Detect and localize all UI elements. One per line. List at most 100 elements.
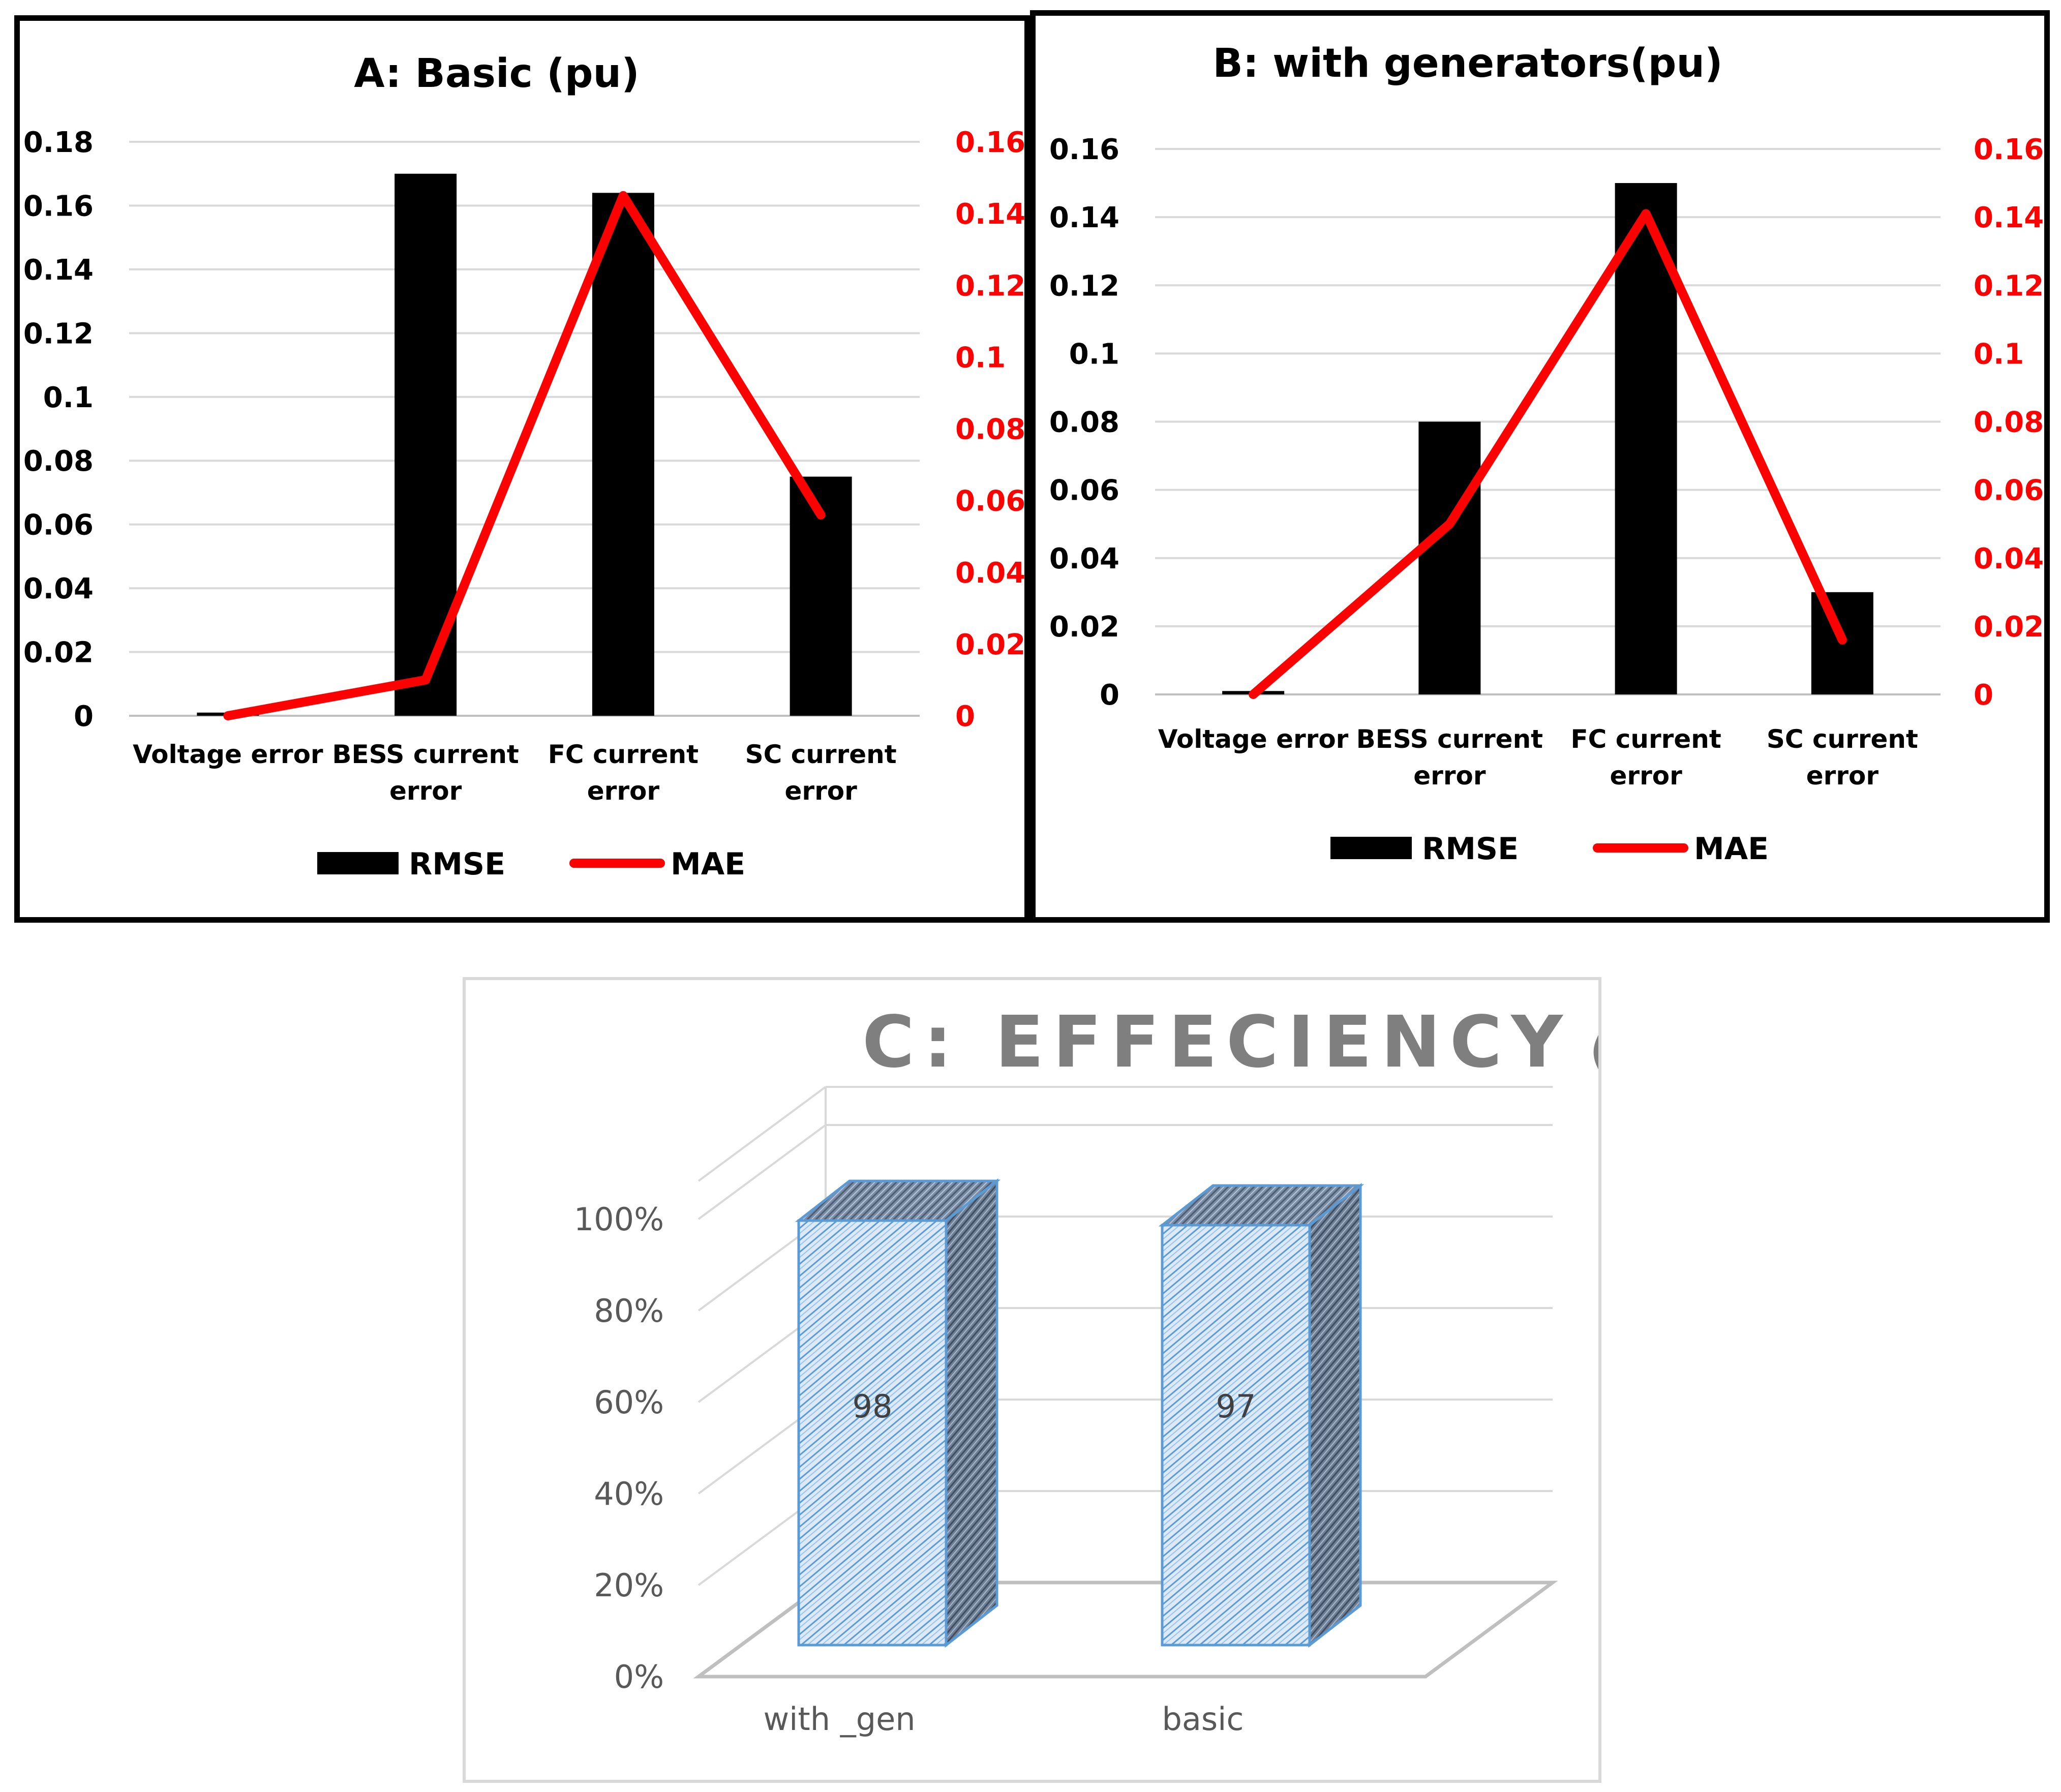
chart-a-legend-label-rmse: RMSE [409, 846, 505, 882]
chart-b-right-tick-label: 0.04 [1974, 542, 2044, 575]
chart-b-plot: 0 0.02 0.04 0.06 0.08 0.1 0.12 0.14 0.16 0 0.02 0.0… [1049, 133, 2044, 867]
chart-c-title-unit: (%) [1590, 1024, 1598, 1078]
chart-b-legend-swatch-rmse [1330, 837, 1412, 859]
chart-a-category-label: BESS current [332, 740, 519, 769]
chart-b-left-tick-label: 0.14 [1049, 201, 1119, 234]
chart-b-point-mae [1253, 694, 1254, 695]
chart-a-left-tick-label: 0.08 [23, 445, 94, 478]
chart-a-plot: 0 0.02 0.04 0.06 0.08 0.1 0.12 0.14 0.16 0.18 0 0.0… [23, 126, 1024, 882]
chart-c-title-main: C: EFFECIENCY [862, 1001, 1572, 1084]
chart-b-bar-rmse [1418, 421, 1481, 694]
chart-a-left-tick-label: 0 [74, 700, 94, 733]
chart-b-right-tick-label: 0 [1974, 679, 1993, 712]
chart-c-gridline-side [698, 1124, 827, 1220]
chart-a-right-tick-label: 0 [955, 700, 975, 733]
chart-c-tick-label: 20% [594, 1567, 664, 1604]
chart-b-left-tick-label: 0.12 [1049, 269, 1119, 302]
chart-a-left-tick-label: 0.02 [23, 636, 94, 670]
chart-c-category-label: with _gen [763, 1700, 915, 1738]
chart-a-right-tick-label: 0.08 [955, 413, 1024, 446]
chart-b-left-tick-label: 0.04 [1049, 542, 1119, 575]
chart-panel-a: A: Basic (pu) 0 0.02 0.04 0.06 0.08 0.1 0.12 0.… [14, 15, 1030, 923]
chart-a-right-tick-label: 0.06 [955, 485, 1024, 518]
chart-a-svg: A: Basic (pu) 0 0.02 0.04 0.06 0.08 0.1 0.12 0.… [23, 51, 1024, 882]
chart-b-category-label: error [1806, 761, 1879, 791]
chart-b-right-tick-label: 0.08 [1974, 406, 2044, 439]
chart-b-category-label: error [1413, 761, 1486, 791]
chart-b-left-tick-label: 0.06 [1049, 474, 1119, 507]
chart-b-right-tick-label: 0.16 [1974, 133, 2044, 166]
chart-a-left-tick-label: 0.1 [43, 381, 94, 414]
chart-a-title: A: Basic (pu) [354, 51, 639, 97]
chart-b-right-tick-label: 0.06 [1974, 474, 2044, 507]
chart-a-right-tick-label: 0.04 [955, 557, 1024, 590]
chart-a-category-label: SC current [745, 740, 897, 769]
chart-c-tick-label: 80% [594, 1292, 664, 1329]
chart-a-legend-label-mae: MAE [671, 846, 745, 882]
chart-b-right-tick-label: 0.12 [1974, 269, 2044, 302]
chart-b-svg: B: with generators(pu) 0 0.02 0.04 0.06 0.08… [1049, 41, 2044, 867]
chart-c-bar [797, 1219, 948, 1647]
chart-b-right-tick-label: 0.1 [1974, 338, 2024, 371]
chart-b-right-tick-label: 0.14 [1974, 201, 2044, 234]
chart-a-left-tick-label: 0.14 [23, 254, 94, 287]
chart-a-point-mae [622, 195, 624, 196]
chart-a-right-tick-label: 0.12 [955, 269, 1024, 302]
chart-c-wall-edge [698, 1086, 827, 1182]
chart-a-category-label: error [587, 776, 660, 806]
chart-b-category-label: Voltage error [1158, 724, 1349, 754]
chart-c-bar-side [1308, 1182, 1362, 1648]
chart-b-legend-label-rmse: RMSE [1422, 831, 1519, 867]
chart-b-left-tick-label: 0.02 [1049, 611, 1119, 644]
chart-a-bar-rmse [592, 193, 654, 716]
chart-c-tick-label: 40% [594, 1475, 664, 1512]
chart-c-category-label: basic [1162, 1700, 1244, 1738]
chart-c-title: C: EFFECIENCY (%) [862, 1001, 1598, 1084]
chart-c-tick-label: 0% [614, 1658, 664, 1695]
chart-a-category-label: error [785, 776, 858, 806]
chart-b-left-tick-label: 0.1 [1069, 338, 1119, 371]
chart-b-right-tick-label: 0.02 [1974, 611, 2044, 644]
chart-c-bar-side [945, 1178, 998, 1648]
chart-b-legend-label-mae: MAE [1694, 831, 1769, 867]
chart-b-category-label: error [1610, 761, 1683, 791]
chart-panel-c: C: EFFECIENCY (%) 0% 20% 40% 60% 80% 100% 98 wi… [463, 977, 1601, 1783]
chart-a-right-tick-label: 0.14 [955, 198, 1024, 231]
chart-panel-b: B: with generators(pu) 0 0.02 0.04 0.06 0.08… [1030, 10, 2050, 923]
chart-c-tick-label: 60% [594, 1384, 664, 1421]
chart-a-left-tick-label: 0.12 [23, 317, 94, 350]
chart-a-right-tick-label: 0.1 [955, 341, 1006, 374]
chart-b-left-tick-label: 0.08 [1049, 406, 1119, 439]
chart-a-point-mae [820, 514, 822, 515]
chart-c-svg: C: EFFECIENCY (%) 0% 20% 40% 60% 80% 100% 98 wi… [574, 1001, 1598, 1738]
chart-a-category-label: error [389, 776, 462, 806]
chart-c-floor [693, 1581, 1558, 1679]
chart-a-left-tick-label: 0.18 [23, 126, 94, 159]
chart-b-point-mae [1449, 523, 1450, 525]
chart-a-point-mae [425, 679, 427, 681]
chart-a-left-tick-label: 0.06 [23, 509, 94, 542]
chart-b-point-mae [1841, 639, 1843, 641]
chart-a-point-mae [227, 715, 229, 716]
chart-a-category-label: FC current [548, 740, 699, 769]
chart-b-title: B: with generators(pu) [1213, 41, 1722, 86]
chart-b-left-tick-label: 0.16 [1049, 133, 1119, 166]
chart-b-category-label: FC current [1571, 724, 1721, 754]
chart-b-category-label: BESS current [1356, 724, 1543, 754]
chart-a-category-label: Voltage error [133, 740, 323, 769]
chart-a-right-tick-label: 0.02 [955, 628, 1024, 661]
chart-a-line-mae [223, 191, 826, 720]
chart-c-plot: 0% 20% 40% 60% 80% 100% 98 with _gen 97 basic [574, 1086, 1558, 1738]
chart-c-data-label: 98 [853, 1388, 893, 1425]
chart-b-category-label: SC current [1767, 724, 1918, 754]
chart-a-left-tick-label: 0.16 [23, 190, 94, 223]
chart-c-data-label: 97 [1216, 1388, 1256, 1425]
chart-b-line-mae [1249, 209, 1847, 699]
chart-a-left-tick-label: 0.04 [23, 572, 94, 605]
chart-a-legend-swatch-rmse [317, 852, 399, 874]
chart-c-tick-label: 100% [574, 1201, 664, 1238]
chart-b-point-mae [1645, 213, 1647, 215]
chart-b-left-tick-label: 0 [1100, 679, 1119, 712]
chart-c-bar [1161, 1224, 1311, 1647]
chart-a-right-tick-label: 0.16 [955, 126, 1024, 159]
